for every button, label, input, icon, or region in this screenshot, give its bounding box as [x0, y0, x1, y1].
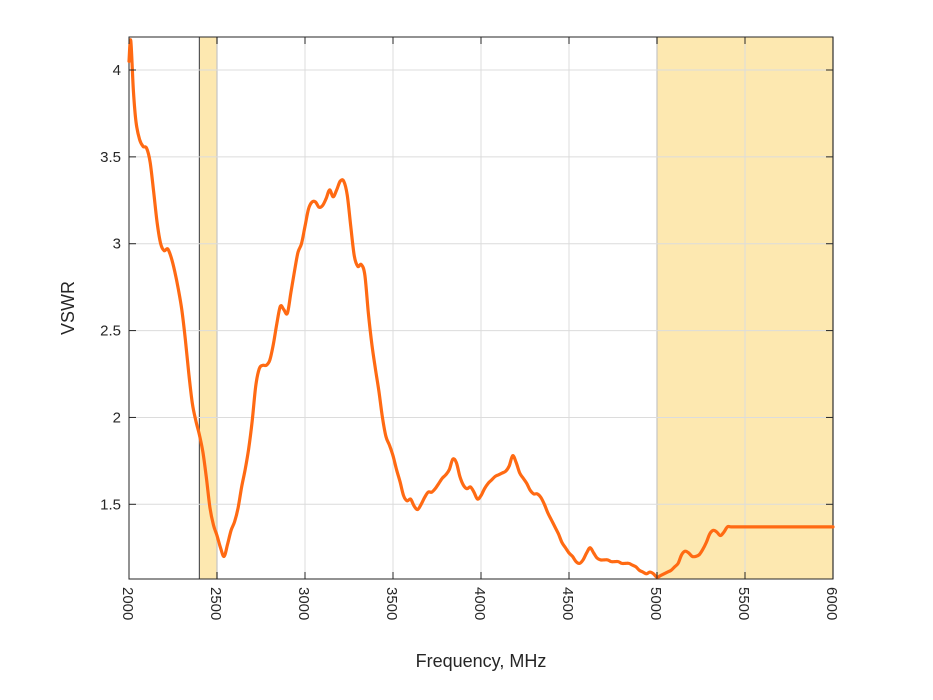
x-tick-label: 5000 — [647, 587, 664, 620]
x-tick-label: 2000 — [119, 587, 136, 620]
y-tick-label: 2.5 — [100, 323, 121, 340]
y-tick-label: 2 — [113, 409, 121, 426]
y-axis-ticks: 1.5 2 2.5 3 3.5 4 — [100, 62, 833, 513]
y-axis-label: VSWR — [58, 281, 78, 335]
x-tick-label: 4500 — [559, 587, 576, 620]
x-tick-label: 3000 — [295, 587, 312, 620]
y-tick-label: 1.5 — [100, 496, 121, 513]
x-axis-label: Frequency, MHz — [416, 651, 547, 671]
x-tick-label: 2500 — [207, 587, 224, 620]
x-tick-label: 5500 — [735, 587, 752, 620]
grid-lines — [129, 37, 833, 579]
y-tick-label: 3.5 — [100, 149, 121, 166]
vswr-series — [127, 38, 835, 579]
y-tick-label: 3 — [113, 236, 121, 253]
band-0 — [199, 37, 217, 579]
x-tick-label: 3500 — [383, 587, 400, 620]
x-tick-label: 4000 — [471, 587, 488, 620]
x-axis-ticks: 2000 2500 3000 3500 4000 4500 5000 5500 6000 — [119, 37, 840, 620]
y-tick-label: 4 — [113, 62, 121, 79]
vswr-line — [127, 38, 835, 579]
x-tick-label: 6000 — [823, 587, 840, 620]
